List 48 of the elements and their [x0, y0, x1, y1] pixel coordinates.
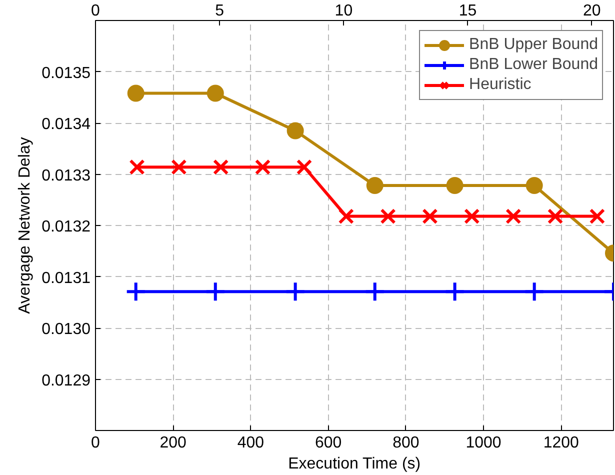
point	[296, 159, 312, 175]
point	[212, 159, 229, 175]
point	[171, 159, 187, 175]
point	[284, 281, 306, 302]
point	[127, 84, 144, 102]
point	[286, 122, 304, 140]
x2-tick-label: 10	[334, 2, 353, 20]
point	[364, 281, 386, 302]
x-tick-label: 400	[237, 434, 264, 452]
point	[380, 208, 396, 224]
x2-tick-label: 20	[583, 2, 601, 20]
point	[338, 208, 354, 224]
x-tick-label: 800	[392, 434, 420, 452]
x2-tick-label: 5	[215, 2, 224, 20]
point	[129, 159, 145, 175]
point	[464, 208, 480, 224]
legend-label: BnB Upper Bound	[469, 36, 598, 54]
y-tick-label: 0.0135	[42, 64, 91, 82]
point	[444, 281, 466, 302]
y-tick-label: 0.0133	[42, 167, 91, 184]
x2-tick-label: 15	[458, 2, 477, 20]
x-axis-title: Execution Time (s)	[288, 456, 421, 472]
point	[366, 177, 384, 194]
point	[506, 208, 522, 224]
x2-tick-label: 0	[91, 2, 100, 20]
y-tick-label: 0.0132	[42, 218, 91, 236]
point	[204, 281, 226, 302]
y-axis-title: Avergage Network Delay	[16, 137, 34, 314]
y-tick-label: 0.0129	[42, 372, 91, 390]
point	[422, 208, 438, 224]
legend-label: BnB Lower Bound	[469, 56, 598, 74]
point	[446, 177, 464, 194]
y-tick-label: 0.0134	[42, 116, 91, 133]
point	[125, 281, 146, 302]
x-tick-label: 1200	[543, 434, 580, 452]
x-tick-label: 600	[314, 434, 342, 452]
point	[589, 208, 606, 224]
x-tick-label: 1000	[466, 434, 502, 452]
point	[526, 177, 543, 194]
legend-label: Heuristic	[469, 76, 532, 94]
y-tick-label: 0.0130	[42, 321, 91, 338]
point	[524, 281, 545, 302]
point	[547, 208, 564, 224]
x-tick-label: 200	[160, 434, 187, 452]
y-tick-label: 0.0131	[42, 270, 91, 287]
x-tick-label: 0	[91, 434, 100, 452]
point	[254, 159, 271, 175]
point	[206, 84, 224, 102]
